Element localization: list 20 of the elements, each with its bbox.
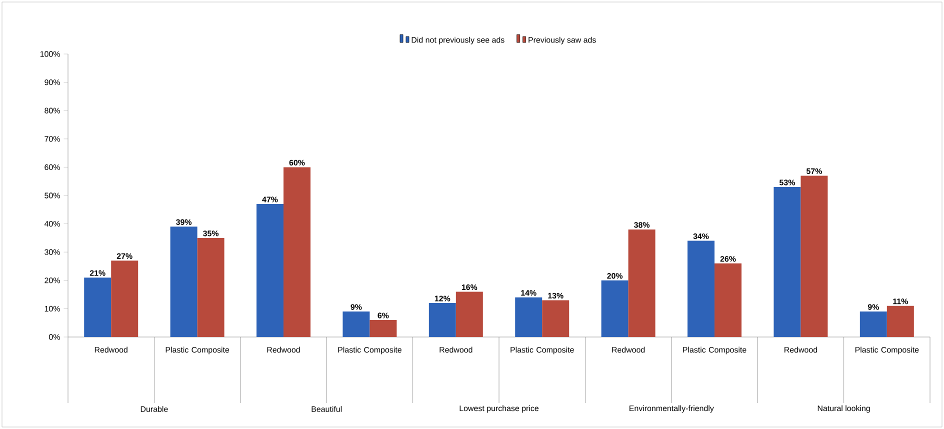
bar xyxy=(428,303,456,337)
bar xyxy=(714,263,742,337)
bar xyxy=(111,260,138,337)
bar xyxy=(886,306,914,337)
bar xyxy=(197,238,224,337)
bar xyxy=(456,292,483,337)
bar xyxy=(84,278,112,337)
bar xyxy=(342,312,370,337)
bar xyxy=(601,280,628,337)
bar xyxy=(800,176,828,337)
bar xyxy=(860,312,887,337)
bar xyxy=(370,320,397,337)
bar xyxy=(688,240,715,337)
bar xyxy=(170,226,198,337)
bar xyxy=(515,297,542,337)
bar xyxy=(256,204,284,337)
bar xyxy=(774,187,801,337)
bar xyxy=(628,229,656,337)
bar xyxy=(284,167,311,337)
bar xyxy=(542,300,570,337)
